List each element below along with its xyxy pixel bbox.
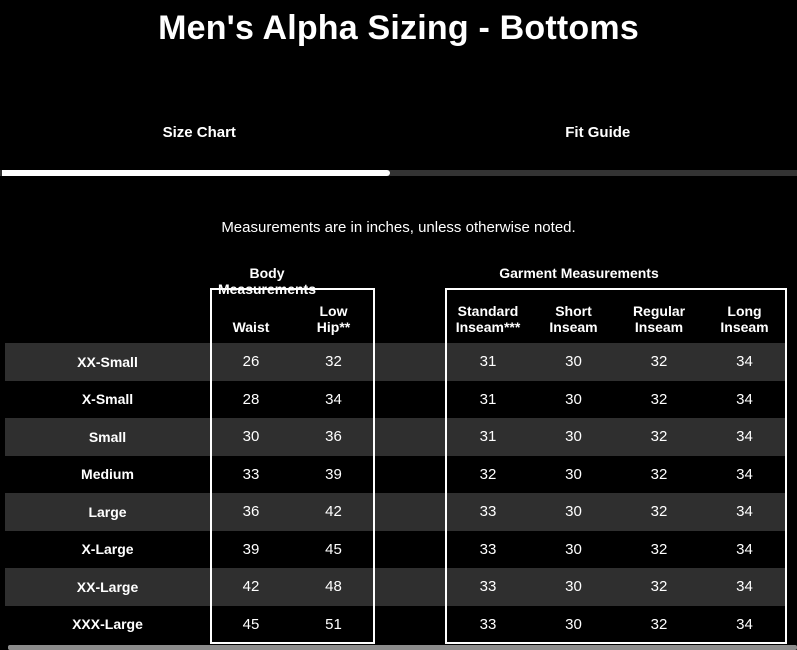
regular-inseam-value: 32	[650, 540, 668, 558]
short-inseam-value: 30	[565, 503, 582, 521]
low-hip-value: 36	[325, 428, 342, 446]
waist-value: 36	[242, 503, 260, 521]
regular-inseam-value: 32	[650, 353, 668, 371]
short-inseam-value: 30	[565, 428, 582, 446]
active-tab-indicator	[2, 170, 390, 176]
regular-inseam-value: 32	[650, 390, 668, 408]
regular-inseam-value: 32	[650, 578, 668, 596]
table-row: XXX-Large 45 51 33 30 32 34	[5, 606, 787, 644]
tab-size-chart[interactable]: Size Chart	[162, 124, 236, 141]
gap-spacer	[375, 336, 445, 343]
long-inseam-value: 34	[736, 540, 753, 558]
table-row: Medium 33 39 32 30 32 34	[5, 456, 787, 494]
table-row: Large 36 42 33 30 32 34	[5, 493, 787, 531]
col-header-short-inseam: Short Inseam	[549, 302, 598, 336]
low-hip-value: 51	[325, 615, 342, 633]
size-column-spacer	[5, 336, 210, 343]
tab-fit-guide[interactable]: Fit Guide	[565, 124, 631, 141]
regular-inseam-value: 32	[650, 503, 668, 521]
regular-inseam-value: 32	[650, 615, 668, 633]
garment-measurements-label: Garment Measurements	[499, 265, 659, 281]
standard-inseam-value: 33	[479, 540, 497, 558]
waist-value: 28	[242, 390, 260, 408]
size-label: XXX-Large	[72, 616, 143, 633]
long-inseam-value: 34	[736, 390, 753, 408]
size-label: Large	[88, 503, 127, 520]
table-row: X-Small 28 34 31 30 32 34	[5, 381, 787, 419]
waist-value: 33	[242, 465, 260, 483]
low-hip-value: 42	[325, 503, 342, 521]
size-label: X-Large	[81, 541, 134, 558]
size-label: Small	[88, 428, 127, 445]
col-header-waist: Waist	[232, 319, 270, 336]
measurement-note: Measurements are in inches, unless other…	[221, 219, 576, 236]
standard-inseam-value: 31	[479, 428, 497, 446]
low-hip-value: 34	[325, 390, 342, 408]
waist-value: 30	[242, 428, 260, 446]
long-inseam-value: 34	[736, 353, 753, 371]
low-hip-value: 45	[325, 540, 342, 558]
table-header-row: Waist Low Hip** Standard Inseam*** Short…	[5, 288, 787, 343]
table-row: Small 30 36 31 30 32 34	[5, 418, 787, 456]
col-header-low-hip: Low Hip**	[316, 302, 351, 336]
tab-underline-track	[0, 170, 797, 176]
standard-inseam-value: 32	[479, 465, 497, 483]
table-row: XX-Small 26 32 31 30 32 34	[5, 343, 787, 381]
size-label: XX-Small	[77, 353, 138, 370]
standard-inseam-value: 33	[479, 578, 497, 596]
waist-value: 45	[242, 615, 260, 633]
col-header-regular-inseam: Regular Inseam	[632, 302, 686, 336]
low-hip-value: 32	[325, 353, 342, 371]
col-header-long-inseam: Long Inseam	[720, 302, 769, 336]
waist-value: 42	[242, 578, 260, 596]
long-inseam-value: 34	[736, 428, 753, 446]
low-hip-value: 39	[325, 465, 342, 483]
page-title: Men's Alpha Sizing - Bottoms	[158, 9, 639, 47]
standard-inseam-value: 31	[479, 353, 497, 371]
short-inseam-value: 30	[565, 540, 582, 558]
size-label: Medium	[81, 466, 134, 483]
long-inseam-value: 34	[736, 615, 753, 633]
table-row: XX-Large 42 48 33 30 32 34	[5, 568, 787, 606]
table-row: X-Large 39 45 33 30 32 34	[5, 531, 787, 569]
short-inseam-value: 30	[565, 465, 582, 483]
tab-bar: Size Chart Fit Guide	[0, 124, 797, 141]
size-label: X-Small	[81, 391, 134, 408]
waist-value: 26	[242, 353, 260, 371]
standard-inseam-value: 33	[479, 615, 497, 633]
long-inseam-value: 34	[736, 578, 753, 596]
low-hip-value: 48	[325, 578, 342, 596]
size-label: XX-Large	[76, 578, 139, 595]
standard-inseam-value: 31	[479, 390, 497, 408]
short-inseam-value: 30	[565, 615, 582, 633]
horizontal-scrollbar[interactable]	[8, 645, 797, 650]
regular-inseam-value: 32	[650, 465, 668, 483]
standard-inseam-value: 33	[479, 503, 497, 521]
long-inseam-value: 34	[736, 465, 753, 483]
short-inseam-value: 30	[565, 578, 582, 596]
table-body: XX-Small 26 32 31 30 32 34 X-Small 28 34…	[5, 343, 787, 643]
regular-inseam-value: 32	[650, 428, 668, 446]
short-inseam-value: 30	[565, 390, 582, 408]
long-inseam-value: 34	[736, 503, 753, 521]
waist-value: 39	[242, 540, 260, 558]
short-inseam-value: 30	[565, 353, 582, 371]
col-header-standard-inseam: Standard Inseam***	[455, 302, 521, 336]
